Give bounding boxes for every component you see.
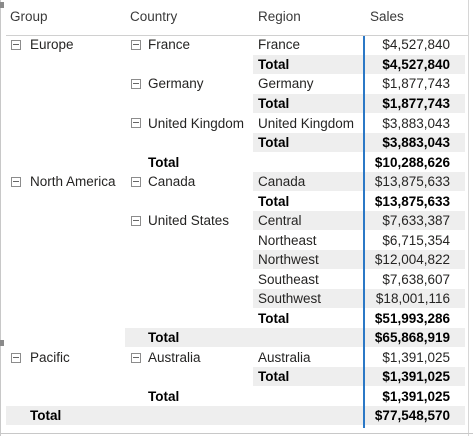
country-cell: Germany xyxy=(148,76,204,91)
group-subtotal-sales-cell: $65,868,919 xyxy=(374,330,450,345)
row-band xyxy=(253,55,465,74)
collapse-united-kingdom-icon[interactable] xyxy=(131,118,141,128)
sales-cell: $7,633,387 xyxy=(382,213,450,228)
row-band xyxy=(253,211,465,230)
subtotal-sales-cell: $1,391,025 xyxy=(382,369,450,384)
frame-bottom-border xyxy=(0,433,473,434)
country-cell: France xyxy=(148,37,191,52)
subtotal-label: Total xyxy=(258,311,290,326)
row-band xyxy=(253,367,465,386)
sales-cell: $6,715,354 xyxy=(382,233,450,248)
group-subtotal-sales-cell: $10,288,626 xyxy=(374,155,450,170)
subtotal-label: Total xyxy=(258,57,290,72)
row-band xyxy=(253,133,465,152)
country-cell: Canada xyxy=(148,174,196,189)
region-cell: Northwest xyxy=(258,252,319,267)
column-header-country[interactable]: Country xyxy=(130,9,178,24)
group-subtotal-label: Total xyxy=(148,389,180,404)
sales-cell: $12,004,822 xyxy=(374,252,450,267)
sales-cell: $18,001,116 xyxy=(375,291,450,306)
grand-total-sales-cell: $77,548,570 xyxy=(374,408,450,423)
country-cell: United Kingdom xyxy=(148,116,245,131)
row-band xyxy=(253,250,465,269)
region-cell: Southwest xyxy=(258,291,322,306)
sales-cell: $1,877,743 xyxy=(382,76,450,91)
region-cell: Canada xyxy=(258,174,306,189)
region-cell: France xyxy=(258,37,301,52)
frame-left-border xyxy=(0,0,1,436)
collapse-canada-icon[interactable] xyxy=(131,177,141,187)
column-header-group[interactable]: Group xyxy=(10,9,48,24)
row-band xyxy=(253,172,465,191)
column-header-region[interactable]: Region xyxy=(258,9,301,24)
sales-cell: $4,527,840 xyxy=(382,37,450,52)
header-divider xyxy=(6,35,468,36)
region-cell: Australia xyxy=(258,350,311,365)
region-cell: Germany xyxy=(258,76,314,91)
row-band xyxy=(253,289,465,308)
region-cell: United Kingdom xyxy=(258,116,355,131)
group-cell: Europe xyxy=(30,37,74,52)
region-cell: Northeast xyxy=(258,233,317,248)
subtotal-label: Total xyxy=(258,135,290,150)
row-band xyxy=(253,94,465,113)
sales-cell: $7,638,607 xyxy=(382,272,450,287)
sales-cell: $13,875,633 xyxy=(374,174,450,189)
subtotal-sales-cell: $13,875,633 xyxy=(374,194,450,209)
subtotal-sales-cell: $51,993,286 xyxy=(374,311,450,326)
group-subtotal-label: Total xyxy=(148,330,180,345)
region-cell: Southeast xyxy=(258,272,319,287)
row-band xyxy=(125,328,465,347)
collapse-europe-icon[interactable] xyxy=(11,40,21,50)
country-cell: United States xyxy=(148,213,230,228)
frame-right-border xyxy=(468,0,469,436)
collapse-pacific-icon[interactable] xyxy=(11,353,21,363)
resize-handle-top[interactable] xyxy=(0,2,4,8)
column-divider[interactable] xyxy=(363,36,365,428)
subtotal-sales-cell: $1,877,743 xyxy=(382,96,450,111)
group-cell: North America xyxy=(30,174,116,189)
collapse-germany-icon[interactable] xyxy=(131,79,141,89)
row-band xyxy=(6,406,465,425)
grand-total-label: Total xyxy=(30,408,62,423)
subtotal-sales-cell: $4,527,840 xyxy=(382,57,450,72)
subtotal-sales-cell: $3,883,043 xyxy=(382,135,450,150)
group-subtotal-sales-cell: $1,391,025 xyxy=(382,389,450,404)
collapse-australia-icon[interactable] xyxy=(131,353,141,363)
sales-cell: $1,391,025 xyxy=(382,350,450,365)
group-cell: Pacific xyxy=(30,350,70,365)
collapse-united-states-icon[interactable] xyxy=(131,216,141,226)
subtotal-label: Total xyxy=(258,194,290,209)
collapse-north-america-icon[interactable] xyxy=(11,177,21,187)
subtotal-label: Total xyxy=(258,96,290,111)
country-cell: Australia xyxy=(148,350,201,365)
resize-handle-left[interactable] xyxy=(0,340,4,346)
collapse-france-icon[interactable] xyxy=(131,40,141,50)
region-cell: Central xyxy=(258,213,302,228)
group-subtotal-label: Total xyxy=(148,155,180,170)
column-header-sales[interactable]: Sales xyxy=(370,9,404,24)
sales-cell: $3,883,043 xyxy=(382,116,450,131)
subtotal-label: Total xyxy=(258,369,290,384)
